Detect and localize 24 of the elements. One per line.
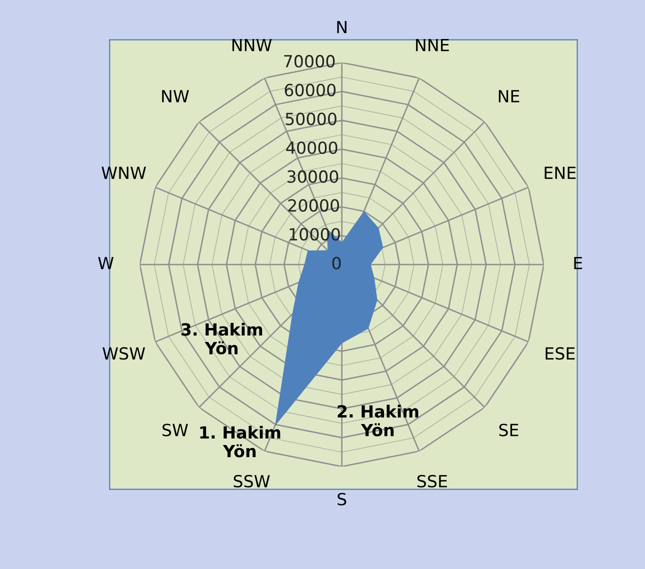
y-tick-label: 50000 [286, 112, 336, 126]
y-tick-label: 30000 [288, 170, 338, 183]
text: 3. Hakim Yön [181, 322, 262, 354]
spoke-label: SW [162, 424, 188, 436]
y-tick-label: 40000 [286, 141, 338, 154]
text: 1. Hakim Yön [200, 426, 280, 458]
spoke-label: E [574, 257, 582, 270]
y-tick-label: 0 [332, 256, 341, 270]
y-tick-label: 70000 [284, 54, 335, 68]
spoke-label: S [338, 492, 346, 506]
spoke-label: SE [499, 424, 518, 436]
spoke-label: NW [162, 90, 189, 102]
spoke-label: N [337, 21, 346, 34]
spoke-label: NNW [232, 38, 272, 52]
spoke-label: SSE [417, 474, 447, 488]
spoke-label: NNE [416, 38, 449, 52]
spoke-label: NE [498, 90, 520, 102]
spoke-label: SSW [234, 474, 270, 488]
text: 2. Hakim Yön [338, 404, 418, 436]
spoke-label: ESE [546, 347, 575, 360]
y-tick-label: 60000 [284, 84, 336, 96]
y-tick-label: 20000 [288, 199, 340, 212]
spoke-label: ENE [544, 166, 576, 179]
spoke-label: W [98, 257, 114, 270]
